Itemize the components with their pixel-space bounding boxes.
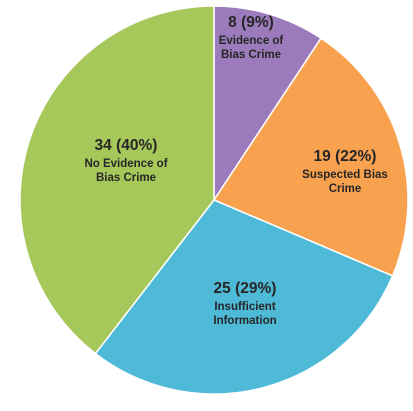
slice-category-label: Suspected Bias xyxy=(302,169,388,181)
pie-slice-2 xyxy=(94,199,394,395)
slice-category-label: Information xyxy=(213,315,276,327)
slice-value-label: 19 (22%) xyxy=(314,148,377,165)
slice-category-label: Bias Crime xyxy=(96,172,156,184)
pie-slice-0 xyxy=(213,5,323,203)
slice-category-label: Insufficient xyxy=(214,301,276,313)
pie-slice-1 xyxy=(212,37,409,277)
slice-category-label: Bias Crime xyxy=(221,49,281,61)
pie-labels: 8 (9%) Evidence of Bias Crime 19 (22%) Suspe… xyxy=(84,14,387,327)
slice-value-label: 25 (29%) xyxy=(214,280,277,297)
pie-slices xyxy=(19,5,409,395)
slice-category-label: Crime xyxy=(329,183,362,195)
slice-category-label: Evidence of xyxy=(219,35,284,47)
slice-value-label: 8 (9%) xyxy=(228,14,274,31)
slice-value-label: 34 (40%) xyxy=(95,137,158,154)
slice-category-label: No Evidence of xyxy=(84,158,167,170)
pie-slice-3 xyxy=(19,5,215,355)
